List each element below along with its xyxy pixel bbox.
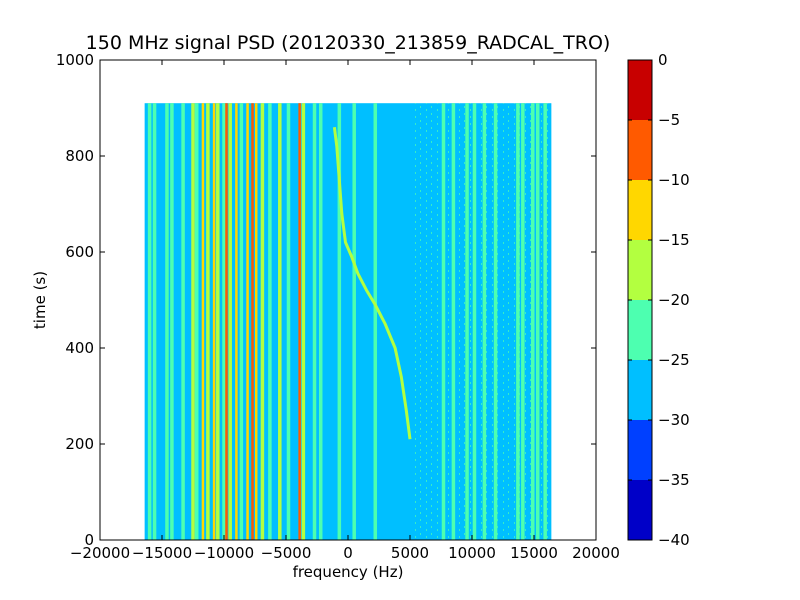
colorbar-tick-label: −5 xyxy=(658,111,680,129)
signal-line xyxy=(181,103,185,540)
signal-line xyxy=(170,103,174,540)
signal-line xyxy=(222,103,226,540)
signal-line xyxy=(482,103,487,540)
x-tick-label: −5000 xyxy=(261,544,312,562)
signal-line xyxy=(301,103,306,540)
signal-line xyxy=(472,103,477,540)
x-tick-label: 0 xyxy=(343,544,353,562)
signal-line xyxy=(373,103,378,540)
signal-line xyxy=(225,103,228,540)
x-axis-label: frequency (Hz) xyxy=(293,563,404,581)
signal-line xyxy=(152,103,157,540)
x-tick-label: −20000 xyxy=(70,544,130,562)
y-tick-label: 800 xyxy=(65,147,94,165)
y-tick-label: 200 xyxy=(65,435,94,453)
colorbar-segment xyxy=(628,60,652,120)
signal-line xyxy=(235,103,238,540)
signal-line xyxy=(318,103,323,540)
signal-line xyxy=(206,103,210,540)
colorbar-segment xyxy=(628,360,652,420)
y-tick-label: 1000 xyxy=(56,51,94,69)
x-tick-label: −15000 xyxy=(132,544,192,562)
signal-line xyxy=(298,103,301,540)
signal-line xyxy=(246,103,249,540)
y-tick-label: 400 xyxy=(65,339,94,357)
colorbar-tick-label: −20 xyxy=(658,291,690,309)
y-tick-label: 600 xyxy=(65,243,94,261)
y-axis-label: time (s) xyxy=(31,271,49,329)
signal-line xyxy=(531,103,535,540)
colorbar-tick-label: −10 xyxy=(658,171,690,189)
colorbar: −40 −35 −30 −25 −20 −15 −10 −5 0 xyxy=(627,51,690,549)
signal-line xyxy=(465,103,469,540)
y-axis-ticks: 0 200 400 600 800 1000 xyxy=(56,51,596,549)
x-tick-label: 5000 xyxy=(391,544,429,562)
colorbar-tick-label: −35 xyxy=(658,471,690,489)
signal-line xyxy=(312,103,317,540)
colorbar-tick-label: −25 xyxy=(658,351,690,369)
signal-line xyxy=(337,103,342,540)
heatmap-noise xyxy=(410,103,552,540)
y-tick-label: 0 xyxy=(84,531,94,549)
colorbar-segment xyxy=(628,480,652,540)
plot-area: −20000 −15000 −10000 −5000 0 5000 10000 15000 20… xyxy=(56,51,620,562)
signal-line xyxy=(251,103,254,540)
signal-line xyxy=(268,103,272,540)
drifting-signal xyxy=(332,127,412,440)
signal-line xyxy=(278,103,282,540)
signal-line xyxy=(441,103,446,540)
signal-line xyxy=(493,103,498,540)
colorbar-segment xyxy=(628,180,652,240)
signal-line xyxy=(260,103,265,540)
signal-line xyxy=(239,103,244,540)
signal-line xyxy=(451,103,456,540)
colorbar-segment xyxy=(628,420,652,480)
colorbar-tick-label: 0 xyxy=(658,51,668,69)
colorbar-segment xyxy=(628,300,652,360)
signal-line xyxy=(147,103,152,540)
chart-title: 150 MHz signal PSD (20120330_213859_RADC… xyxy=(86,32,611,54)
signal-line xyxy=(521,103,525,540)
signal-line xyxy=(201,103,205,540)
signal-line xyxy=(286,103,291,540)
x-tick-label: 20000 xyxy=(572,544,620,562)
signal-line xyxy=(535,103,540,540)
x-axis-ticks: −20000 −15000 −10000 −5000 0 5000 10000 15000 20… xyxy=(70,60,620,562)
signal-line xyxy=(212,103,216,540)
signal-line xyxy=(228,103,232,540)
signal-line xyxy=(191,103,195,540)
heatmap-layer xyxy=(144,103,552,540)
x-tick-label: 10000 xyxy=(448,544,496,562)
signal-line xyxy=(352,103,356,540)
signal-line xyxy=(516,103,520,540)
colorbar-tick-label: −40 xyxy=(658,531,690,549)
signal-line xyxy=(543,103,547,540)
x-tick-label: 15000 xyxy=(510,544,558,562)
signal-line xyxy=(194,103,199,540)
colorbar-tick-label: −15 xyxy=(658,231,690,249)
signal-line xyxy=(254,103,258,540)
colorbar-tick-label: −30 xyxy=(658,411,690,429)
x-tick-label: −10000 xyxy=(194,544,254,562)
colorbar-segment xyxy=(628,240,652,300)
signal-line xyxy=(165,103,169,540)
colorbar-segment xyxy=(628,120,652,180)
signal-line xyxy=(216,103,220,540)
